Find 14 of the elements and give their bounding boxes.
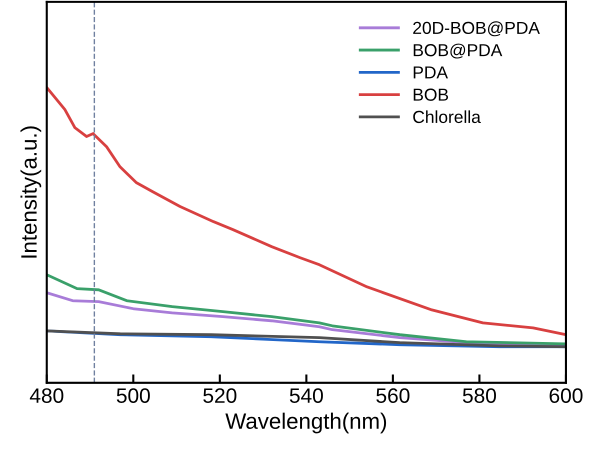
x-tick-label: 480	[30, 388, 64, 403]
x-axis-title: Wavelength(nm)	[225, 412, 386, 434]
y-axis-title: Intensity(a.u.)	[20, 126, 42, 258]
legend-label: Chlorella	[413, 110, 481, 124]
legend-label: BOB	[414, 88, 448, 101]
x-tick-label: 560	[376, 388, 410, 403]
x-tick-label: 540	[290, 388, 323, 403]
legend-label: BOB@PDA	[414, 44, 502, 59]
legend-label: PDA	[414, 66, 448, 78]
x-tick-label: 500	[116, 388, 150, 403]
x-tick-label: 520	[203, 388, 236, 403]
x-tick-label: 580	[462, 388, 496, 403]
legend-label: 20D-BOB@PDA	[413, 21, 540, 36]
x-tick-label: 600	[550, 388, 583, 403]
